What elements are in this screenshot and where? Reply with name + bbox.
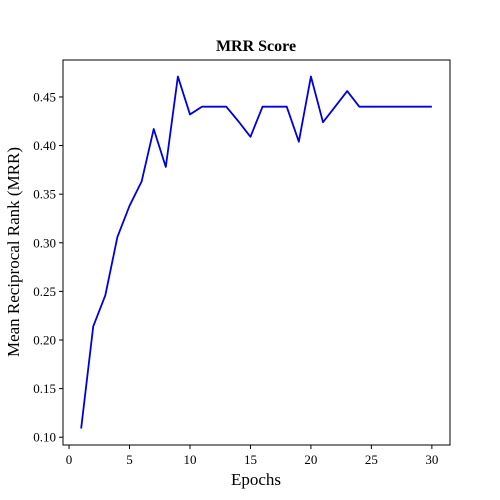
x-tick-label: 10 <box>183 452 196 467</box>
series-line-0 <box>81 77 432 429</box>
y-tick-label: 0.30 <box>33 235 56 250</box>
series-layer <box>81 77 432 429</box>
y-tick-label: 0.40 <box>33 138 56 153</box>
plot-area <box>63 60 450 445</box>
x-tick-label: 20 <box>304 452 317 467</box>
y-tick-label: 0.35 <box>33 187 56 202</box>
chart-title: MRR Score <box>216 38 296 55</box>
y-tick-label: 0.20 <box>33 333 56 348</box>
x-tick-label: 25 <box>365 452 378 467</box>
x-tick-label: 0 <box>66 452 73 467</box>
x-tick-label: 30 <box>425 452 438 467</box>
y-tick-label: 0.15 <box>33 381 56 396</box>
x-axis-label: Epochs <box>231 470 281 489</box>
y-tick-label: 0.10 <box>33 430 56 445</box>
y-axis: 0.10 0.15 0.20 0.25 0.30 0.35 0.40 0.45 <box>33 89 63 444</box>
x-tick-label: 15 <box>244 452 257 467</box>
y-tick-label: 0.45 <box>33 89 56 104</box>
x-tick-label: 5 <box>126 452 133 467</box>
y-axis-label: Mean Reciprocal Rank (MRR) <box>4 147 23 357</box>
y-tick-label: 0.25 <box>33 284 56 299</box>
x-axis: 0 5 10 15 20 25 30 <box>66 445 439 467</box>
